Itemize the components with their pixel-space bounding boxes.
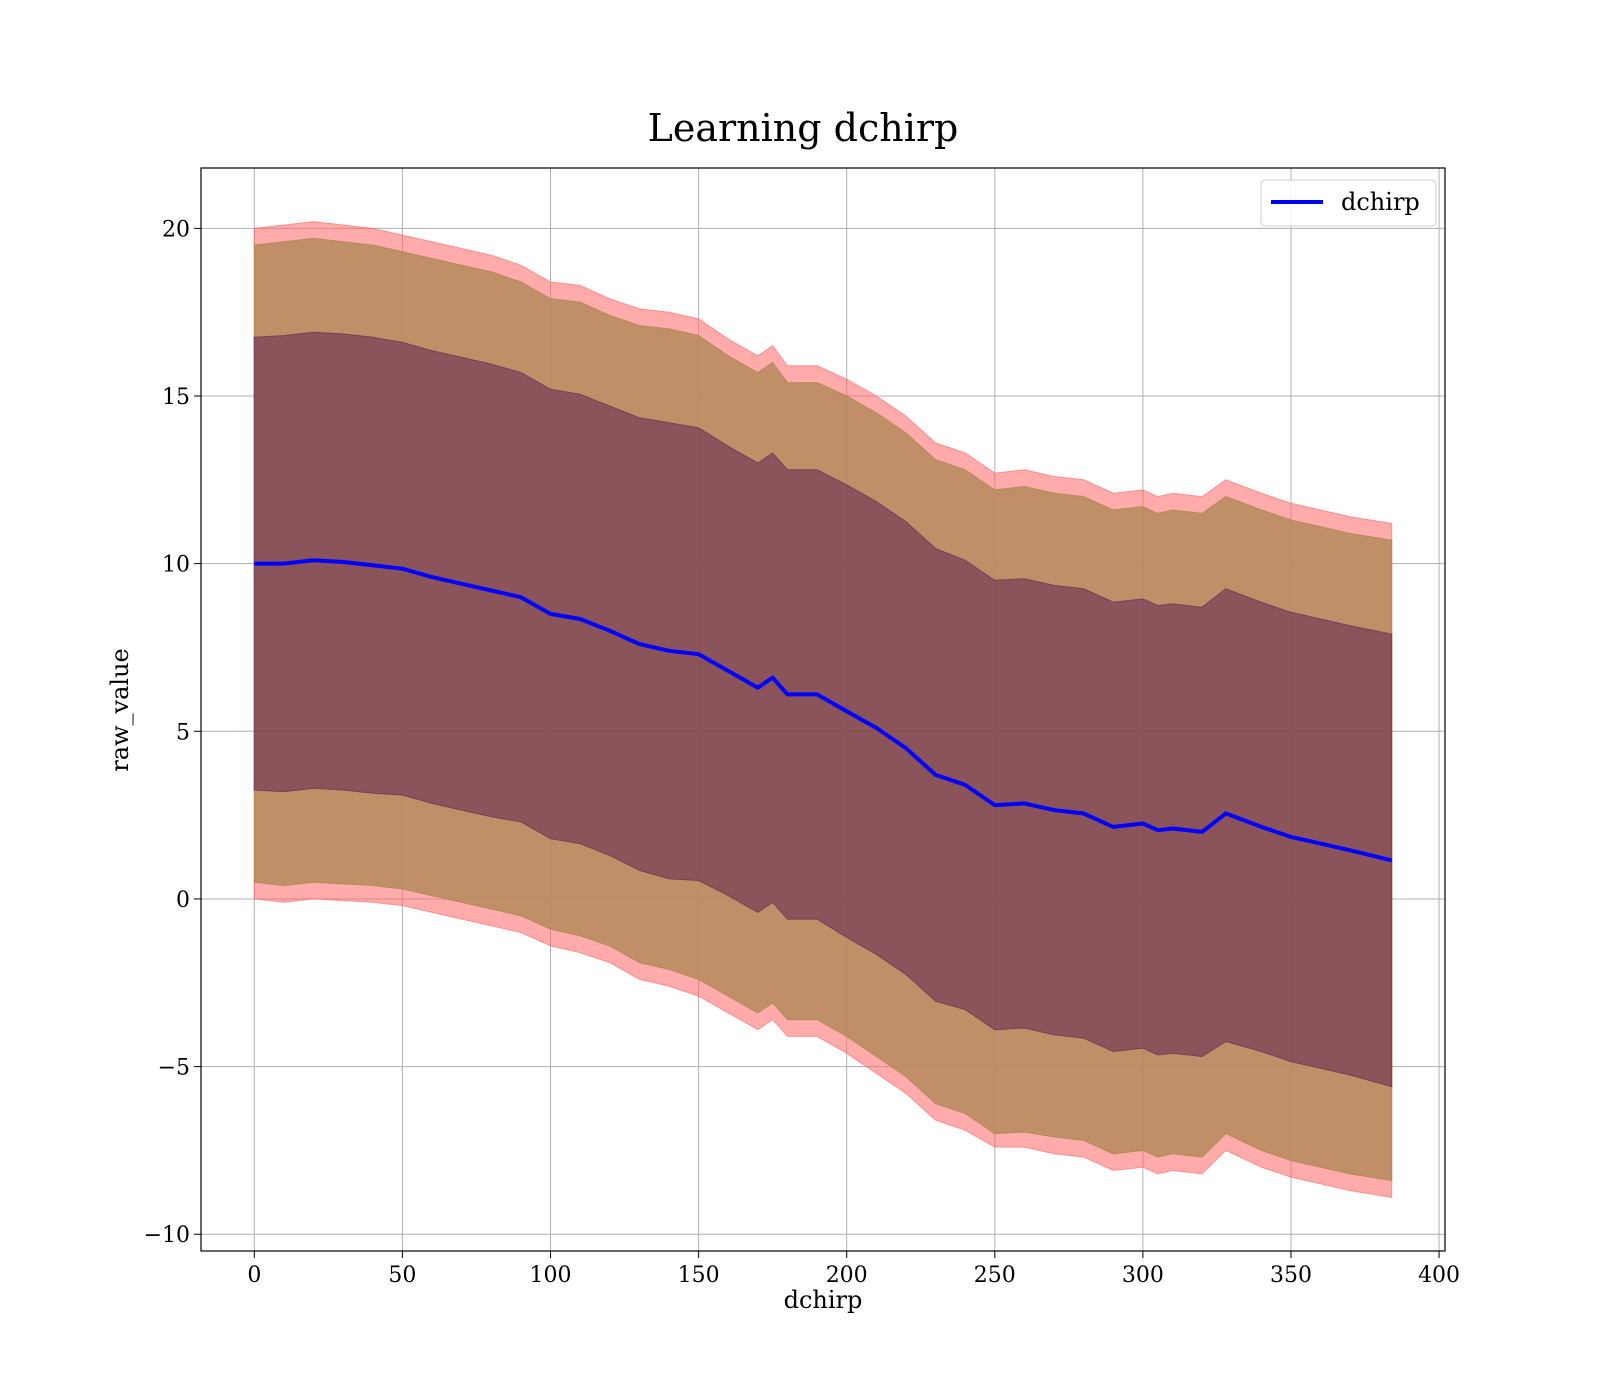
x-axis: 0 50 100 150 200 250 300 350 400 (247, 1251, 1460, 1288)
legend: dchirp (1260, 179, 1437, 227)
band-inner (253, 331, 1393, 1088)
y-axis-label: raw_value (106, 648, 134, 772)
chart-title: Learning dchirp (648, 106, 959, 150)
legend-label: dchirp (1341, 188, 1420, 216)
x-axis-label: dchirp (784, 1286, 863, 1314)
x-tick-label: 300 (1122, 1263, 1164, 1288)
bands (253, 221, 1393, 1198)
y-tick-label: 10 (162, 553, 190, 578)
y-axis: −10 −5 0 5 10 15 20 (144, 217, 201, 1248)
y-tick-label: 5 (176, 720, 190, 745)
x-tick-label: 350 (1270, 1263, 1312, 1288)
x-tick-label: 250 (974, 1263, 1016, 1288)
y-tick-label: −10 (144, 1223, 190, 1248)
series-lines (254, 558, 1393, 863)
x-tick-label: 200 (826, 1263, 868, 1288)
x-tick-label: 50 (388, 1263, 416, 1288)
x-tick-label: 150 (678, 1263, 720, 1288)
x-tick-label: 0 (247, 1263, 261, 1288)
y-tick-label: 0 (176, 888, 190, 913)
y-tick-label: −5 (158, 1056, 190, 1081)
series-line-dchirp (254, 558, 1393, 863)
y-tick-label: 20 (162, 217, 190, 242)
x-tick-label: 400 (1418, 1263, 1460, 1288)
plot-frame (200, 167, 1446, 1252)
legend-box (1260, 179, 1437, 227)
x-tick-label: 100 (530, 1263, 572, 1288)
y-tick-label: 15 (162, 385, 190, 410)
